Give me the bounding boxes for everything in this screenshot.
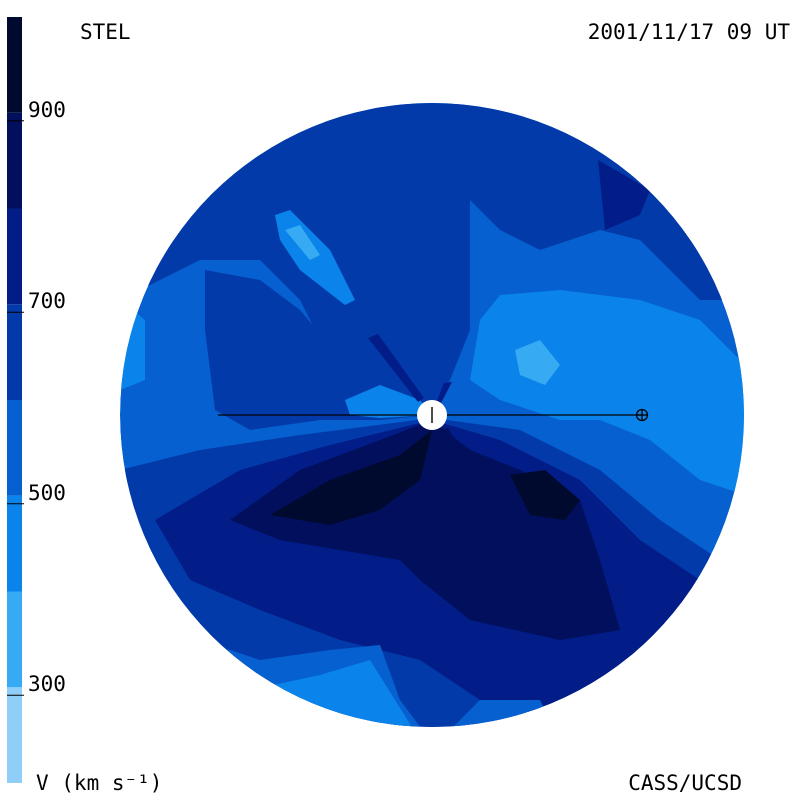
colorbar-bands	[7, 17, 22, 783]
ray-south	[440, 428, 462, 455]
contour-400-500-southwest	[250, 660, 420, 727]
colorbar-band-800-900	[7, 112, 22, 209]
colorbar-band-200-300	[7, 687, 22, 783]
colorbar-band-300-400	[7, 591, 22, 688]
colorbar-band-700-800	[7, 208, 22, 305]
colorbar-tick-label-300: 300	[28, 672, 66, 697]
credit-label: CASS/UCSD	[628, 771, 742, 795]
contour-400-500-center	[345, 385, 432, 418]
contour-900-plus-core	[510, 470, 580, 520]
instrument-label: STEL	[80, 20, 131, 44]
ray-northwest	[368, 334, 424, 402]
colorbar-ticks	[7, 120, 24, 696]
colorbar-tick-label-500: 500	[28, 480, 66, 505]
velocity-colorbar	[7, 17, 24, 783]
contour-300-400-east	[515, 340, 560, 385]
sun-disk-icon	[417, 400, 447, 430]
earth-symbol-icon	[635, 408, 649, 422]
colorbar-band-600-700	[7, 304, 22, 400]
contour-300-400-streak	[285, 225, 320, 260]
unit-label: V (km s⁻¹)	[36, 771, 163, 795]
contour-900-plus-west	[270, 430, 432, 525]
colorbar-band-400-500	[7, 495, 22, 592]
colorbar-band-500-600	[7, 400, 22, 496]
colorbar-tick-label-900: 900	[28, 97, 66, 122]
colorbar-tick-label-700: 700	[28, 289, 66, 314]
contour-400-500-east	[470, 290, 744, 500]
contour-700-800-northeast	[598, 160, 650, 230]
ray-north	[436, 382, 452, 405]
velocity-contours	[120, 103, 744, 727]
timestamp-label: 2001/11/17 09 UT	[587, 20, 790, 44]
colorbar-band-900-1000	[7, 17, 22, 113]
